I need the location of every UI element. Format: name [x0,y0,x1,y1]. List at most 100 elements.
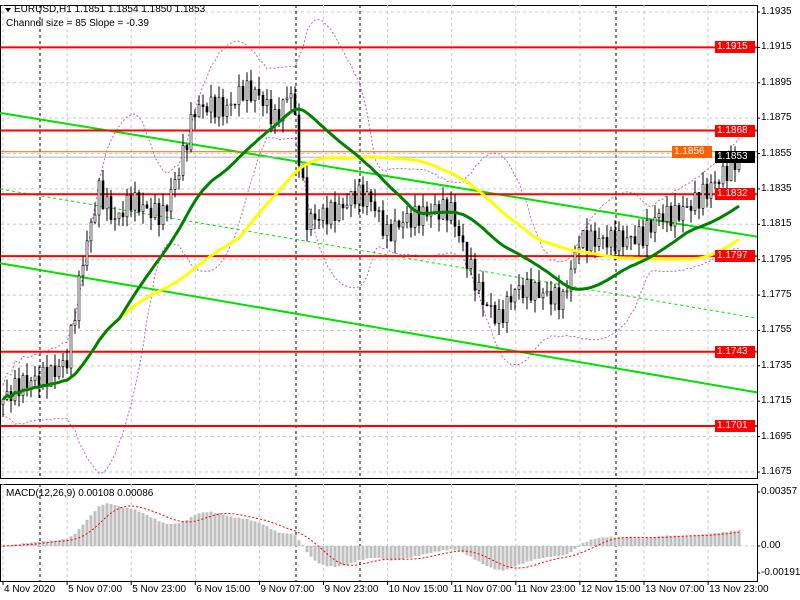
candle-body [89,221,93,242]
macd-histogram-bar [409,546,413,558]
price-tick-label: 1.1915 [761,41,792,53]
macd-tick-label: 0.00 [761,540,781,551]
candle-body [501,309,505,323]
candle-body [81,265,85,277]
candle-body [321,207,325,221]
candle-body [193,114,197,118]
candle-body [261,94,265,107]
candle-body [117,212,121,219]
candle-body [613,230,617,252]
macd-histogram-bar [593,538,597,546]
channel-info: Channel size = 85 Slope = -0.39 [6,18,149,29]
macd-histogram-bar [277,532,281,546]
candle-body [245,80,249,101]
candle-body [161,205,165,226]
candle-body [565,290,569,293]
macd-histogram-bar [301,544,305,546]
macd-histogram-bar [157,521,161,546]
candle-body [41,366,45,387]
macd-histogram-bar [549,546,553,558]
macd-histogram-bar [693,534,697,546]
macd-histogram-bar [257,522,261,546]
candle-body [693,192,697,211]
candle-body [453,202,457,227]
macd-histogram-bar [657,536,661,546]
candle-body [281,99,285,122]
level-price-label: 1.1832 [715,188,755,201]
macd-histogram-bar [453,546,457,550]
candle-body [109,196,113,220]
macd-histogram-bar [633,538,637,546]
macd-histogram-bar [169,523,173,546]
candle-body [165,205,169,212]
candle-body [57,366,61,377]
macd-histogram-bar [273,530,277,546]
candle-body [517,285,521,290]
candle-body [313,213,317,220]
candle-body [609,230,613,248]
candle-body [213,96,217,118]
candle-body [77,275,81,321]
candle-body [349,190,353,206]
candle-body [145,204,149,209]
macd-histogram-bar [725,532,729,546]
candle-body [525,279,529,299]
candle-body [37,375,41,387]
candle-body [369,191,373,203]
macd-histogram-bar [165,523,169,546]
time-label: 9 Nov 23:00 [324,584,379,595]
candle-body [425,206,429,217]
macd-histogram-bar [61,539,65,546]
candle-body [697,192,701,209]
candle-body [157,203,161,226]
candle-body [361,184,365,207]
envelope-upper [2,19,740,386]
candle-body [629,236,633,239]
macd-histogram-bar [249,520,253,546]
macd-histogram-bar [89,515,93,546]
candle-body [265,99,269,107]
candle-body [141,204,145,212]
macd-histogram-bar [85,519,89,546]
time-label: 9 Nov 07:00 [260,584,315,595]
macd-histogram-bar [269,528,273,546]
macd-histogram-bar [197,513,201,546]
candle-body [105,196,109,210]
time-label: 10 Nov 15:00 [388,584,449,595]
candle-body [469,259,473,269]
candle-body [657,213,661,218]
price-tick-label: 1.1695 [761,430,792,442]
macd-histogram-bar [417,546,421,556]
candle-body [561,291,565,310]
candle-body [121,212,125,218]
candle-body [205,106,209,113]
macd-histogram-bar [145,514,149,546]
macd-histogram-bar [341,546,345,566]
macd-histogram-bar [349,546,353,564]
candle-body [673,205,677,227]
macd-histogram-bar [337,546,341,567]
candle-body [421,206,425,226]
level-price-label: 1.1743 [715,345,755,358]
ma-slow-line [1,155,740,401]
candle-body [221,97,225,117]
macd-histogram-bar [233,517,237,546]
macd-histogram-bar [217,512,221,546]
current-price-label: 1.1853 [715,151,755,164]
macd-tick-label: -0.00191 [761,567,800,578]
candle-body [625,237,629,248]
macd-histogram-bar [153,518,157,546]
macd-histogram-bar [333,546,337,567]
macd-histogram-bar [313,546,317,561]
candle-body [461,235,465,243]
macd-histogram-bar [601,537,605,546]
macd-histogram-bar [285,533,289,546]
macd-histogram-bar [681,535,685,546]
candle-body [621,230,625,248]
price-tick-label: 1.1835 [761,182,792,194]
price-tick-label: 1.1815 [761,218,792,230]
macd-histogram-bar [485,546,489,567]
candle-body [653,217,657,233]
candle-body [257,88,261,96]
